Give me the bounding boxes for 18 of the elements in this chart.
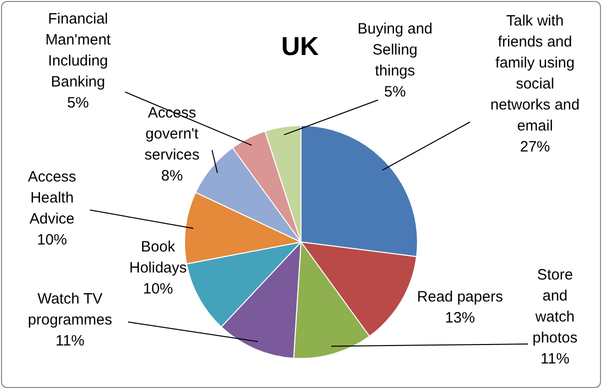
slice-label: Book Holidays <box>129 238 187 277</box>
data-label: 27% <box>520 138 550 156</box>
data-label: 5% <box>67 94 89 112</box>
data-label: 10% <box>142 280 174 298</box>
slice-label: Talk with friends and family using social networks and email <box>490 12 580 135</box>
slice-label: Financial Man'ment Including Banking <box>45 10 112 91</box>
data-label: 13% <box>444 310 476 327</box>
data-label: 5% <box>384 84 406 101</box>
text: UK <box>281 31 319 62</box>
data-label: 11% <box>56 332 84 350</box>
slice-label: Store and watch photos <box>532 266 578 347</box>
data-label: 8% <box>161 168 183 185</box>
data-label: 11% <box>540 350 570 368</box>
slice-label: Buying and Selling things <box>357 20 433 80</box>
slice-label: Watch TV programmes <box>28 290 112 329</box>
data-label: 10% <box>36 232 68 249</box>
slice-label: Access Health Advice <box>28 168 76 228</box>
slice-label: Read papers <box>417 288 503 306</box>
